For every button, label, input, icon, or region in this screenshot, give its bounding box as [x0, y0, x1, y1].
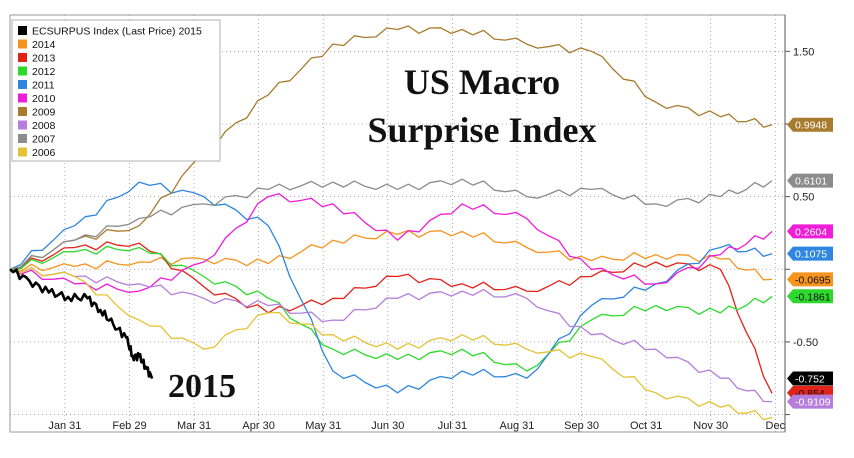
- tag-label: -0.752: [795, 374, 825, 386]
- last-value-tag: 0.2604: [787, 224, 833, 239]
- x-tick-label: Apr 30: [242, 420, 274, 432]
- legend-swatch: [18, 53, 27, 62]
- last-value-tags: -0.752-0.0695-0.854-0.18610.10750.26040.…: [787, 117, 833, 409]
- x-tick-label: Mar 31: [177, 420, 211, 432]
- tag-background: [787, 272, 833, 287]
- last-value-tag: 0.9948: [787, 117, 833, 132]
- legend-swatch: [18, 26, 27, 35]
- series-line: [9, 181, 773, 394]
- legend-label: 2010: [32, 93, 56, 105]
- year-annotation: 2015: [168, 368, 236, 405]
- legend-swatch: [18, 66, 27, 76]
- series-line: [9, 193, 773, 293]
- legend-swatch: [18, 93, 27, 103]
- legend-label: 2013: [32, 53, 56, 65]
- grid-lines: [9, 14, 786, 433]
- legend-swatch: [18, 80, 27, 89]
- tag-label: -0.1861: [795, 291, 831, 303]
- tag-background: [787, 394, 833, 409]
- last-value-tag: -0.0695: [787, 272, 833, 287]
- y-tick-label: -0.50: [793, 337, 818, 349]
- series-line: [9, 229, 773, 281]
- tag-background: [787, 246, 833, 261]
- series-line: [9, 178, 773, 270]
- x-tick-label: Oct 31: [630, 420, 662, 432]
- x-axis: Jan 31 Feb 29 Mar 31 Apr 30 May 31 Jun 30 Jul …: [48, 420, 785, 432]
- x-tick-label: Dec: [766, 420, 786, 432]
- last-value-tag: 0.6101: [787, 173, 833, 188]
- legend-swatch: [18, 107, 27, 116]
- tag-background: [787, 117, 833, 132]
- x-tick-label: May 31: [305, 420, 341, 432]
- series-line: [9, 241, 773, 394]
- series-line: [9, 267, 773, 421]
- series-lines: [9, 25, 773, 421]
- y-tick-label: 1.50: [793, 46, 814, 58]
- chart-subtitle: Surprise Index: [367, 110, 596, 150]
- tag-background: [787, 371, 833, 386]
- x-tick-label: Jun 30: [371, 420, 404, 432]
- tag-label: -0.9109: [795, 397, 831, 409]
- x-tick-label: Sep 30: [564, 420, 599, 432]
- y-tick-label: 0.50: [793, 192, 814, 204]
- tag-label: 0.6101: [795, 176, 827, 188]
- legend-label: 2006: [32, 147, 56, 159]
- tag-label: 0.2604: [795, 226, 827, 238]
- legend-label: ECSURPUS Index (Last Price) 2015: [32, 26, 202, 38]
- last-value-tag: -0.752: [787, 371, 833, 386]
- last-value-tag: -0.9109: [787, 394, 833, 409]
- tag-background: [787, 224, 833, 239]
- series-line: [9, 25, 773, 270]
- tag-label: -0.0695: [795, 274, 831, 286]
- last-value-tag: 0.1075: [787, 246, 833, 261]
- tag-background: [787, 173, 833, 188]
- legend-label: 2009: [32, 107, 56, 119]
- last-value-tag: -0.1861: [787, 289, 833, 304]
- series-line: [9, 267, 773, 403]
- legend-label: 2012: [32, 66, 56, 78]
- chart-title: US Macro: [404, 62, 560, 102]
- legend-box: [11, 19, 221, 162]
- x-tick-label: Feb 29: [112, 420, 146, 432]
- legend-label: 2008: [32, 120, 56, 132]
- legend-swatch: [18, 39, 27, 49]
- legend-swatch: [18, 147, 27, 157]
- legend-swatch: [18, 120, 27, 130]
- series-line: [9, 245, 773, 372]
- legend-swatch: [18, 134, 27, 143]
- tag-label: 0.9948: [795, 120, 827, 132]
- y-axis: 1.50 0.50 -0.50: [784, 15, 818, 432]
- legend-label: 2011: [32, 80, 55, 92]
- x-tick-label: Jul 31: [438, 420, 467, 432]
- tag-background: [787, 289, 833, 304]
- x-tick-label: Aug 31: [500, 420, 535, 432]
- legend-label: 2014: [32, 39, 56, 51]
- series-line: [9, 268, 154, 379]
- tag-label: 0.1075: [795, 249, 827, 261]
- x-tick-label: Jan 31: [48, 420, 81, 432]
- legend-label: 2007: [32, 134, 56, 146]
- x-tick-label: Nov 30: [693, 420, 728, 432]
